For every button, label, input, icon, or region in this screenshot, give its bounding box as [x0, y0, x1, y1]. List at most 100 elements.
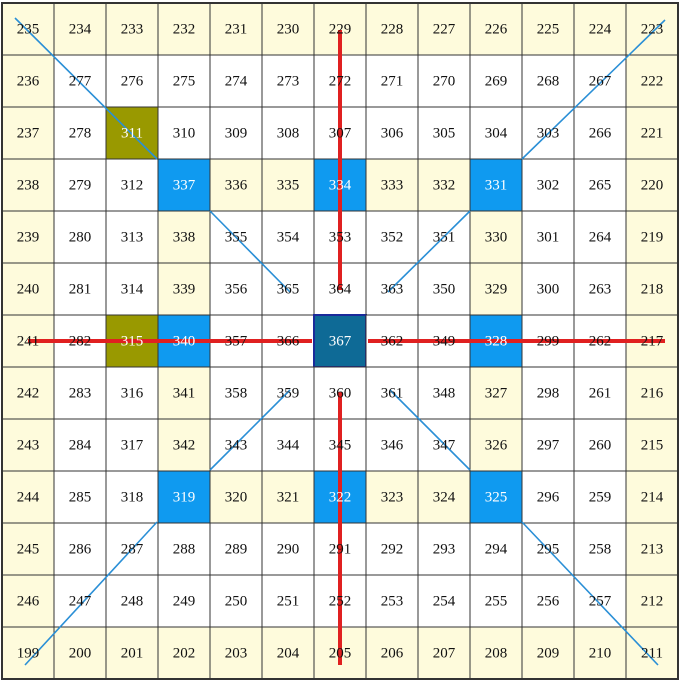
cell	[365, 54, 419, 108]
cell-number: 215	[641, 437, 664, 453]
cell-number: 242	[17, 385, 40, 401]
cell	[365, 2, 419, 56]
cell	[469, 626, 523, 680]
cell	[573, 54, 627, 108]
cell	[209, 262, 263, 316]
cell-number: 361	[381, 385, 404, 401]
cell	[105, 54, 159, 108]
cell-number: 360	[329, 385, 352, 401]
cell-number: 347	[433, 437, 456, 453]
overlay-lines	[14, 17, 666, 666]
cell-number: 356	[225, 281, 248, 297]
cell	[625, 522, 679, 576]
cell-number: 216	[641, 385, 664, 401]
cell	[53, 522, 107, 576]
cell	[469, 158, 523, 212]
cell-number: 358	[225, 385, 248, 401]
cell-number: 218	[641, 281, 664, 297]
cell	[105, 574, 159, 628]
cell	[209, 522, 263, 576]
cell-number: 226	[485, 21, 508, 37]
cell-number: 258	[589, 541, 612, 557]
cell	[469, 470, 523, 524]
cell-number: 341	[173, 385, 196, 401]
cell-number: 327	[485, 385, 508, 401]
cell-number: 241	[17, 333, 40, 349]
cell-number: 355	[225, 229, 248, 245]
cell-number: 203	[225, 645, 248, 661]
cell	[625, 366, 679, 420]
cell-number: 313	[121, 229, 144, 245]
cell-number: 246	[17, 593, 40, 609]
cell	[625, 262, 679, 316]
cell-number: 299	[537, 333, 560, 349]
cell	[1, 626, 55, 680]
cell-number: 201	[121, 645, 144, 661]
cell-number: 200	[69, 645, 92, 661]
cell	[625, 106, 679, 160]
cell-number: 212	[641, 593, 664, 609]
cell-number: 270	[433, 73, 456, 89]
cell	[53, 470, 107, 524]
cell	[365, 158, 419, 212]
cell	[573, 262, 627, 316]
cell	[1, 106, 55, 160]
cell-number: 323	[381, 489, 404, 505]
cell	[105, 262, 159, 316]
cell-number: 331	[485, 177, 508, 193]
cell	[157, 626, 211, 680]
cell	[313, 314, 367, 368]
cell-number: 303	[537, 125, 560, 141]
cell-number: 308	[277, 125, 300, 141]
cell-number: 314	[121, 281, 144, 297]
cell	[157, 574, 211, 628]
cell-number: 325	[485, 489, 508, 505]
cell	[105, 470, 159, 524]
cell-number: 279	[69, 177, 92, 193]
cell	[417, 54, 471, 108]
cell-number: 364	[329, 281, 352, 297]
cell	[625, 574, 679, 628]
cell	[157, 54, 211, 108]
cell	[521, 366, 575, 420]
cell	[1, 522, 55, 576]
cell-number: 245	[17, 541, 40, 557]
cell-number: 213	[641, 541, 664, 557]
cell-number: 365	[277, 281, 300, 297]
cell	[105, 418, 159, 472]
cell-number: 326	[485, 437, 508, 453]
cell-number: 294	[485, 541, 508, 557]
cell-number: 268	[537, 73, 560, 89]
cell-number: 295	[537, 541, 560, 557]
cell	[573, 626, 627, 680]
cell	[469, 2, 523, 56]
cell	[417, 470, 471, 524]
cell-number: 251	[277, 593, 300, 609]
cell-number: 282	[69, 333, 92, 349]
cell-number: 231	[225, 21, 248, 37]
cell-number: 348	[433, 385, 456, 401]
cell	[261, 574, 315, 628]
diagonal-line	[209, 389, 291, 471]
cell-number: 240	[17, 281, 40, 297]
cell	[209, 574, 263, 628]
cell	[365, 522, 419, 576]
cell-number: 337	[173, 177, 196, 193]
cell-number: 260	[589, 437, 612, 453]
cell-number: 280	[69, 229, 92, 245]
cell-number: 263	[589, 281, 612, 297]
cell-number: 272	[329, 73, 352, 89]
cell-number: 363	[381, 281, 404, 297]
cell	[157, 418, 211, 472]
cell-number: 253	[381, 593, 404, 609]
cell	[1, 262, 55, 316]
cell-number: 357	[225, 333, 248, 349]
cell	[365, 574, 419, 628]
cell-number: 284	[69, 437, 92, 453]
cell-number: 287	[121, 541, 144, 557]
cell-number: 289	[225, 541, 248, 557]
cell-number: 199	[17, 645, 40, 661]
cell	[157, 210, 211, 264]
